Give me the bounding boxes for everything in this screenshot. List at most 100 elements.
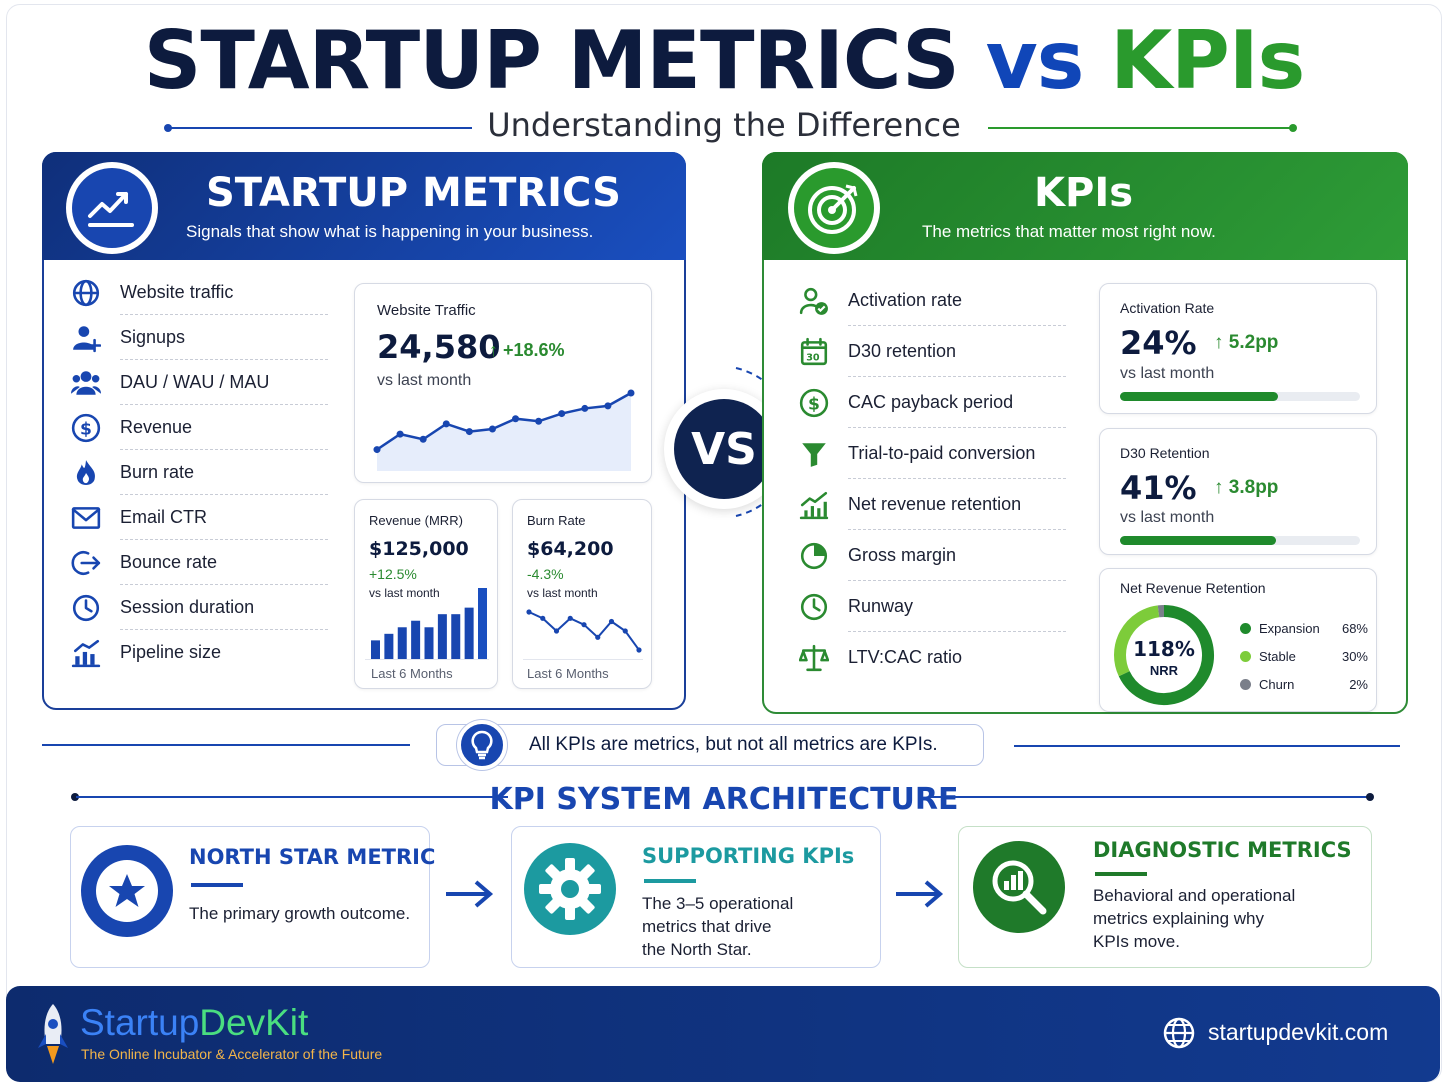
burn-point xyxy=(595,634,601,640)
rocket-icon xyxy=(38,1004,68,1064)
kpi-title: KPIs xyxy=(1034,170,1134,216)
metrics-badge xyxy=(66,162,158,254)
bar-chart-icon xyxy=(66,638,106,668)
revenue-divider xyxy=(365,659,489,660)
arch-rule-left xyxy=(76,796,508,798)
trend-up-icon xyxy=(72,168,152,248)
burn-point xyxy=(622,628,628,634)
user-check-icon xyxy=(794,286,834,316)
burn-point xyxy=(553,628,560,634)
note-rule-right xyxy=(1014,745,1400,747)
nrr-slice xyxy=(1114,605,1160,677)
metrics-item: Burn rate xyxy=(66,450,328,495)
arch-rule-right xyxy=(928,796,1368,798)
kpi-item-label: Net revenue retention xyxy=(848,479,1066,530)
kpi-item: Trial-to-paid conversion xyxy=(794,428,1066,479)
architecture-title: KPI SYSTEM ARCHITECTURE xyxy=(489,782,959,817)
email-icon xyxy=(66,503,106,533)
traffic-point xyxy=(558,410,566,418)
traffic-point xyxy=(535,417,543,425)
revenue-bar xyxy=(424,627,434,660)
page-subtitle: Understanding the Difference xyxy=(487,106,961,144)
activation-value: 24% xyxy=(1120,324,1197,362)
traffic-point xyxy=(512,415,520,423)
metrics-item: Signups xyxy=(66,315,328,360)
metrics-item: DAU / WAU / MAU xyxy=(66,360,328,405)
kpi-badge xyxy=(788,162,880,254)
vs-label: VS xyxy=(674,399,774,499)
metrics-item: Session duration xyxy=(66,585,328,630)
kpi-list: Activation rate 30 D30 retention $ CAC payba… xyxy=(794,275,1066,683)
clock-icon xyxy=(794,592,834,622)
kpi-subtitle: The metrics that matter most right now. xyxy=(922,222,1216,241)
retention-progress-fill xyxy=(1120,536,1276,545)
arch-dot-left xyxy=(71,793,79,801)
note-rule-left xyxy=(42,744,410,746)
nrr-legend-item: Expansion 68% xyxy=(1240,614,1368,642)
kpi-item: 30 D30 retention xyxy=(794,326,1066,377)
retention-change: ↑ 3.8pp xyxy=(1214,477,1279,498)
metrics-item-label: Signups xyxy=(120,315,328,360)
nrr-legend-item: Churn 2% xyxy=(1240,670,1368,698)
dollar-icon: $ xyxy=(794,388,834,418)
revenue-bar xyxy=(478,588,487,660)
nrr-card-title: Net Revenue Retention xyxy=(1120,580,1266,596)
globe-icon xyxy=(1163,1017,1195,1049)
traffic-point xyxy=(442,420,450,428)
burn-compare: vs last month xyxy=(527,586,598,600)
svg-text:$: $ xyxy=(80,419,92,439)
users-icon xyxy=(66,368,106,398)
magnifier-chart-icon xyxy=(973,841,1065,933)
footer xyxy=(6,986,1440,1082)
retention-card: D30 Retention 41% ↑ 3.8pp vs last month xyxy=(1099,428,1377,555)
kpi-item-label: Activation rate xyxy=(848,275,1066,326)
traffic-change: ↑ +18.6% xyxy=(489,340,565,360)
legend-percent: 68% xyxy=(1341,620,1368,636)
kpi-item: Activation rate xyxy=(794,275,1066,326)
traffic-area xyxy=(377,393,631,471)
retention-compare: vs last month xyxy=(1120,509,1215,526)
legend-swatch xyxy=(1240,650,1251,662)
website-link[interactable]: startupdevkit.com xyxy=(1208,1019,1389,1045)
nrr-unit: NRR xyxy=(1149,663,1179,678)
subtitle-rule-right xyxy=(988,127,1290,129)
traffic-point xyxy=(373,446,381,454)
funnel-icon xyxy=(794,439,834,469)
pie-icon xyxy=(794,541,834,571)
metrics-list: Website traffic Signups DAU / WAU / MAU $ Re… xyxy=(66,270,328,675)
lightbulb-icon xyxy=(457,720,507,770)
north-star-underline xyxy=(191,883,243,887)
nrr-legend-item: Stable 30% xyxy=(1240,642,1368,670)
subtitle-dot-left xyxy=(164,124,172,132)
exit-icon xyxy=(66,548,106,578)
brand-logo[interactable]: StartupDevKit xyxy=(80,1002,309,1043)
revenue-bar xyxy=(437,614,447,660)
burn-card-title: Burn Rate xyxy=(527,513,586,528)
traffic-card-title: Website Traffic xyxy=(377,302,476,319)
activation-card-title: Activation Rate xyxy=(1120,300,1215,316)
legend-label: Expansion xyxy=(1259,620,1320,636)
revenue-card-title: Revenue (MRR) xyxy=(369,513,463,528)
kpi-item: LTV:CAC ratio xyxy=(794,632,1066,683)
burn-change: -4.3% xyxy=(527,566,564,582)
kpi-item-label: D30 retention xyxy=(848,326,1066,377)
activation-progress-fill xyxy=(1120,392,1279,401)
burn-value: $64,200 xyxy=(527,538,614,560)
retention-value: 41% xyxy=(1120,469,1197,507)
north-star-body: The primary growth outcome. xyxy=(189,904,411,923)
traffic-sparkline xyxy=(373,389,635,471)
revenue-card: Revenue (MRR) $125,000 +12.5% vs last mo… xyxy=(354,499,498,689)
kpi-item: Gross margin xyxy=(794,530,1066,581)
calendar-icon: 30 xyxy=(794,337,834,367)
revenue-footer: Last 6 Months xyxy=(371,666,453,681)
revenue-bar xyxy=(411,620,421,660)
metrics-item-label: Burn rate xyxy=(120,450,328,495)
activation-progress-track xyxy=(1120,392,1360,401)
dollar-icon: $ xyxy=(66,413,106,443)
traffic-point xyxy=(465,428,473,436)
traffic-value: 24,580 xyxy=(377,328,501,366)
kpi-item-label: Trial-to-paid conversion xyxy=(848,428,1066,479)
metrics-item: Bounce rate xyxy=(66,540,328,585)
metrics-item: $ Revenue xyxy=(66,405,328,450)
arch-dot-right xyxy=(1366,793,1374,801)
